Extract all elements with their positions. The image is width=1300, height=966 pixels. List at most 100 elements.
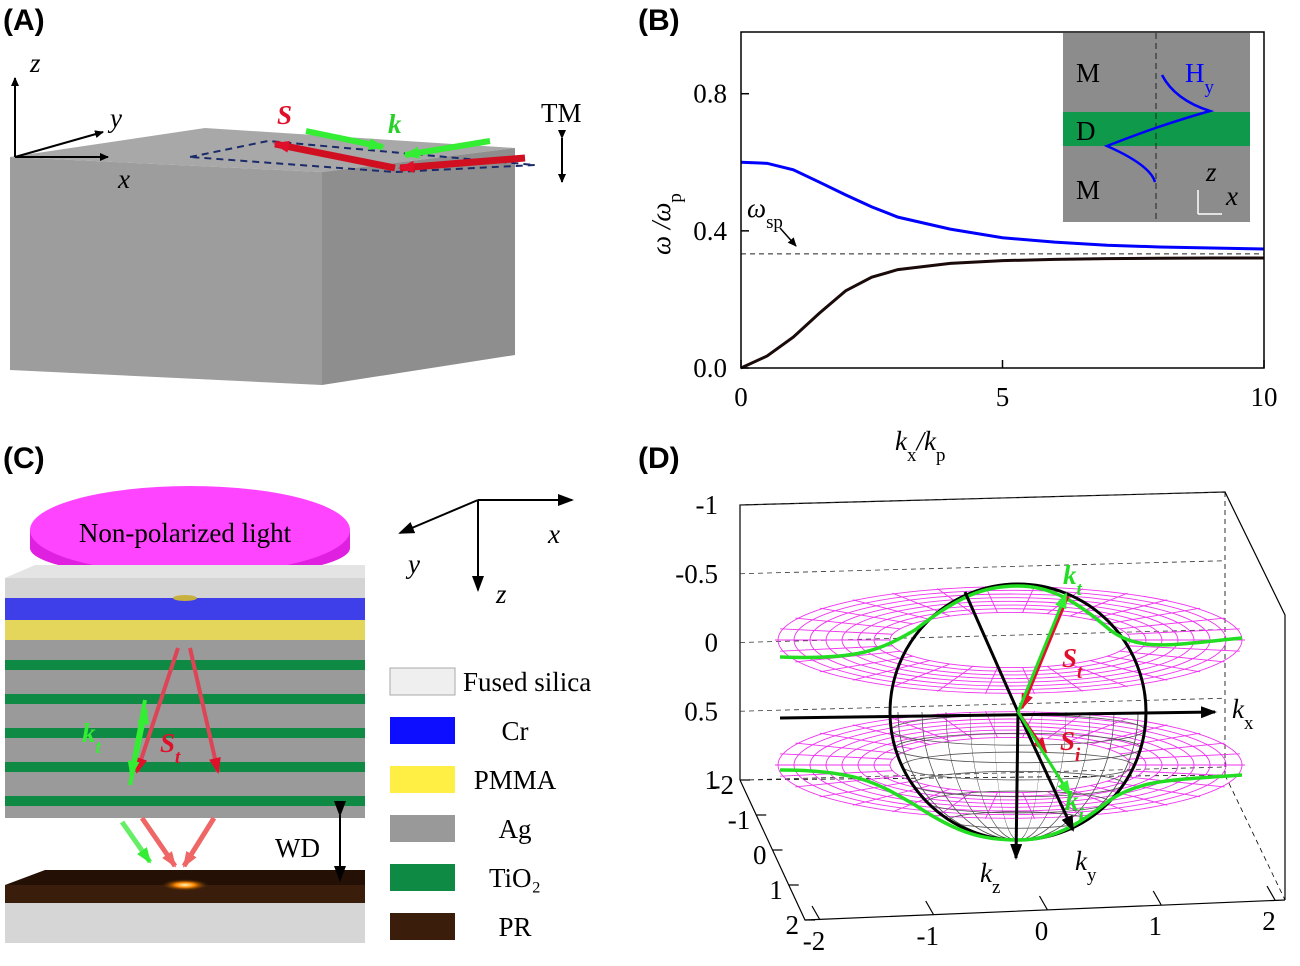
text: x	[907, 445, 917, 466]
z-tick-label: 1	[705, 765, 719, 795]
y-tick-label: -1	[728, 805, 751, 835]
panel-b: M D M Hy z x kx/kp ω /ωp ωsp 0.00.40.80 5…	[646, 31, 1278, 466]
arrow	[119, 820, 153, 864]
text: z	[992, 877, 1000, 898]
poynting-label: St	[160, 728, 181, 768]
mesh	[1069, 788, 1128, 813]
distance-label: WD	[275, 833, 320, 863]
legend-swatch	[390, 815, 455, 842]
substrate	[5, 903, 365, 943]
mesh	[1119, 617, 1225, 630]
mesh	[892, 717, 951, 742]
axis-label: z	[495, 579, 507, 609]
inset-field	[1103, 74, 1215, 183]
text: sp	[766, 212, 783, 233]
mesh	[795, 742, 901, 755]
legend-label: Cr	[502, 716, 529, 746]
poynting-label: S	[277, 100, 292, 130]
text: S	[1060, 726, 1075, 756]
wavevector-label: kt	[82, 718, 102, 758]
text: p	[665, 193, 686, 202]
line	[740, 160, 1265, 251]
x-tick-label: 10	[1251, 382, 1278, 412]
inset-label: M	[1076, 58, 1100, 88]
axis	[398, 499, 479, 534]
axis-label: x	[547, 519, 560, 549]
y-tick-label: 0.0	[693, 353, 727, 383]
axis	[963, 591, 1020, 713]
z-tick-label: -0.5	[675, 559, 718, 589]
arrow	[1016, 711, 1072, 797]
layer	[5, 796, 365, 806]
legend-label: TiO₂	[489, 863, 541, 893]
axis-label: ky	[1075, 846, 1097, 886]
mesh	[780, 645, 893, 652]
stack-top	[5, 565, 365, 578]
text: k	[1075, 846, 1088, 876]
axis-label: z	[29, 48, 41, 78]
mesh	[780, 753, 893, 760]
pointer	[779, 227, 797, 247]
mesh	[852, 660, 930, 681]
text: k	[1063, 560, 1077, 590]
surface	[775, 586, 1245, 841]
x-tick	[1038, 895, 1049, 911]
text: k	[895, 426, 908, 456]
x-tick	[925, 900, 935, 916]
mesh	[1069, 663, 1128, 688]
mesh	[819, 655, 913, 673]
axis-label: kz	[980, 858, 1000, 898]
panel-a: z y x S k TM	[10, 48, 582, 385]
mesh	[819, 607, 913, 625]
panel-d-overlay: kt St Si ki kx kz ky	[779, 560, 1254, 898]
mesh	[795, 617, 901, 630]
wavevector-label: k	[388, 109, 402, 139]
legend-swatch	[390, 717, 455, 744]
mesh	[937, 665, 974, 692]
text: H	[1185, 58, 1205, 88]
axis	[1016, 711, 1075, 832]
x-tick-label: 0	[1035, 916, 1049, 946]
x-tick	[811, 905, 821, 921]
plane	[189, 139, 536, 174]
legend-swatch	[390, 864, 455, 891]
label: St	[1062, 643, 1083, 683]
arrow	[139, 816, 178, 868]
inset-label: D	[1076, 116, 1096, 146]
text: y	[1205, 77, 1215, 98]
arrow	[273, 140, 396, 172]
text: t	[1077, 579, 1083, 600]
mesh	[819, 732, 913, 750]
mesh	[852, 599, 930, 620]
panel-label: (D)	[638, 442, 680, 475]
frame	[739, 779, 1286, 921]
panel-c: Non-polarized light kt St WD x y z Fused…	[5, 486, 591, 943]
inset-label: M	[1076, 175, 1100, 205]
text: ω	[747, 193, 766, 223]
mesh	[1127, 645, 1240, 652]
polarization-label: TM	[541, 98, 582, 128]
y-tick-label: 0	[753, 840, 767, 870]
inset-label: x	[1225, 181, 1238, 211]
arrow	[305, 128, 385, 151]
x-axis-label: kx/kp	[895, 426, 945, 466]
text: t	[175, 747, 181, 768]
line	[740, 256, 1264, 370]
legend-label: PR	[498, 912, 531, 942]
x-tick-label: -1	[917, 921, 940, 951]
mesh	[1107, 732, 1201, 750]
mesh	[1090, 660, 1168, 681]
mesh	[892, 663, 951, 688]
mesh	[857, 729, 1163, 801]
arrow	[127, 699, 147, 777]
text: t	[96, 737, 102, 758]
axis-label: y	[405, 549, 420, 579]
axis	[14, 130, 104, 158]
mesh	[1119, 650, 1225, 663]
mesh	[857, 604, 1163, 676]
y-tick-label: 0.8	[693, 79, 727, 109]
axis	[779, 706, 1217, 720]
x-tick-label: -2	[803, 926, 826, 956]
arrow	[181, 816, 217, 868]
